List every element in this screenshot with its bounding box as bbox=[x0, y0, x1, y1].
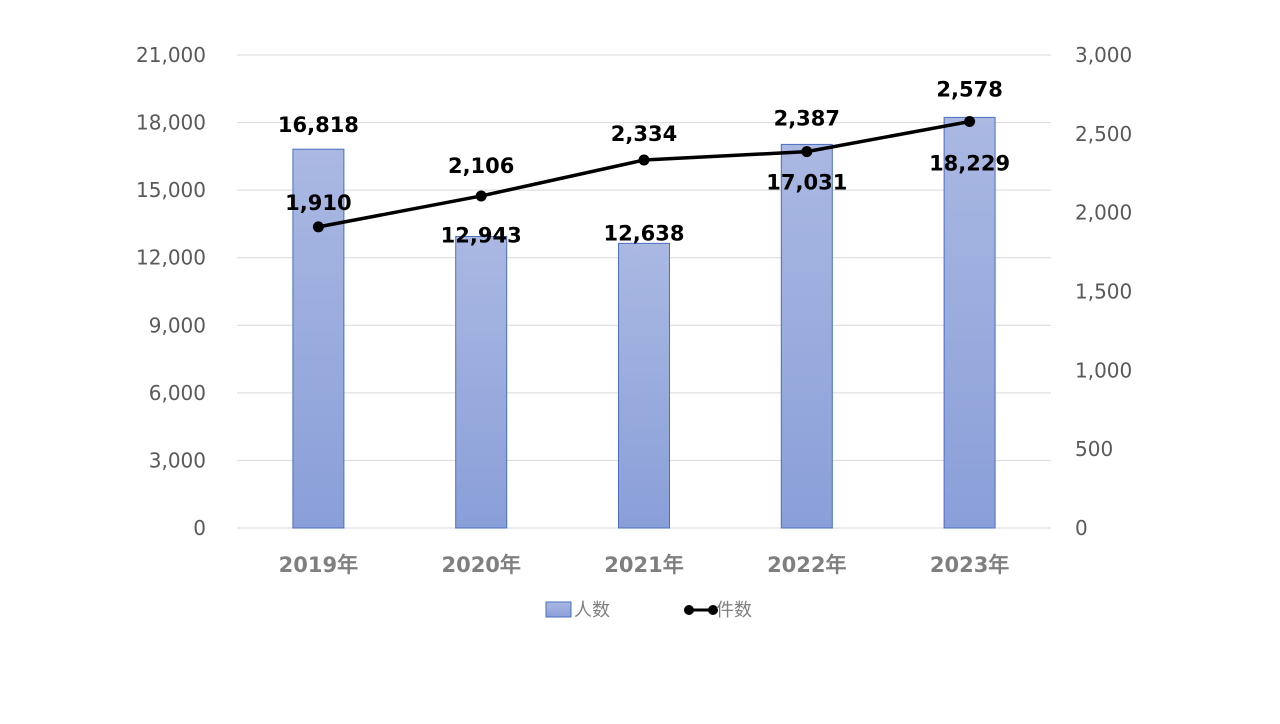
legend-marker-left bbox=[684, 605, 694, 615]
data-labels: 16,818 12,943 12,638 17,031 18,229 1,910 2,106… bbox=[278, 78, 1010, 248]
right-y-axis: 0 500 1,000 1,500 2,000 2,500 3,000 bbox=[1075, 43, 1132, 540]
x-category-label: 2020年 bbox=[441, 553, 520, 577]
bar-data-label: 12,943 bbox=[441, 223, 522, 247]
line-series bbox=[312, 116, 976, 233]
bar-data-label: 17,031 bbox=[766, 170, 847, 194]
line-data-label: 2,578 bbox=[936, 78, 1002, 102]
bar bbox=[292, 148, 345, 529]
bar-data-label: 16,818 bbox=[278, 113, 359, 137]
x-category-label: 2023年 bbox=[930, 553, 1009, 577]
right-tick-label: 1,000 bbox=[1075, 358, 1132, 382]
right-tick-label: 3,000 bbox=[1075, 43, 1132, 67]
legend-swatch-bar bbox=[545, 601, 572, 618]
left-tick-label: 0 bbox=[193, 516, 206, 540]
line-point bbox=[312, 221, 324, 233]
x-category-label: 2021年 bbox=[604, 553, 683, 577]
legend-label-line: 件数 bbox=[716, 600, 752, 621]
legend-label-bar: 人数 bbox=[574, 600, 610, 621]
line-data-label: 2,106 bbox=[448, 154, 514, 178]
bar-data-label: 18,229 bbox=[929, 151, 1010, 175]
legend: 人数 件数 bbox=[545, 600, 752, 621]
line-data-label: 2,334 bbox=[611, 122, 677, 146]
left-tick-label: 21,000 bbox=[136, 43, 206, 67]
bar bbox=[618, 242, 670, 529]
x-category-label: 2019年 bbox=[279, 553, 358, 577]
left-tick-label: 9,000 bbox=[149, 313, 206, 337]
right-tick-label: 500 bbox=[1075, 437, 1113, 461]
bar-data-label: 12,638 bbox=[603, 221, 684, 245]
left-tick-label: 15,000 bbox=[136, 178, 206, 202]
left-tick-label: 18,000 bbox=[136, 111, 206, 135]
line-point bbox=[638, 154, 650, 166]
bar bbox=[780, 143, 833, 529]
bar bbox=[455, 235, 508, 529]
x-category-label: 2022年 bbox=[767, 553, 846, 577]
right-tick-label: 2,500 bbox=[1075, 122, 1132, 146]
right-tick-label: 0 bbox=[1075, 516, 1088, 540]
legend-marker-right bbox=[708, 605, 718, 615]
right-tick-label: 1,500 bbox=[1075, 280, 1132, 304]
x-axis-categories: 2019年 2020年 2021年 2022年 2023年 bbox=[279, 553, 1010, 577]
line-data-label: 2,387 bbox=[774, 107, 840, 131]
line-point bbox=[964, 116, 976, 128]
line-point bbox=[475, 190, 487, 202]
left-tick-label: 6,000 bbox=[149, 381, 206, 405]
bar bbox=[943, 116, 996, 529]
left-tick-label: 3,000 bbox=[149, 448, 206, 472]
left-tick-label: 12,000 bbox=[136, 246, 206, 270]
line-point bbox=[801, 146, 813, 158]
line-data-label: 1,910 bbox=[285, 191, 351, 215]
right-tick-label: 2,000 bbox=[1075, 201, 1132, 225]
left-y-axis: 0 3,000 6,000 9,000 12,000 15,000 18,000 21,000 bbox=[136, 43, 206, 540]
bar-series bbox=[292, 116, 996, 529]
